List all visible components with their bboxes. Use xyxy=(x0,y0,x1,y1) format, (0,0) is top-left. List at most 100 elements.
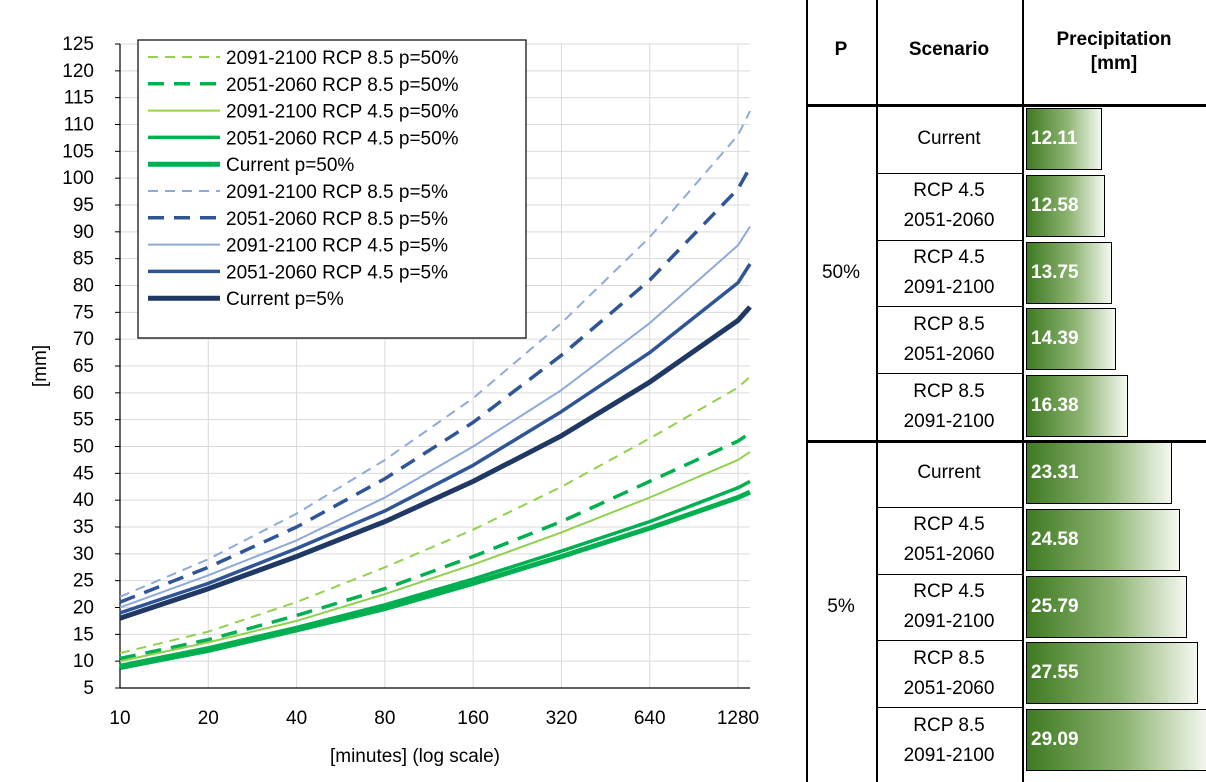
scenario-cell: RCP 4.5 2091-2100 xyxy=(876,240,1022,307)
scenario-text: RCP 8.5 xyxy=(913,380,985,402)
legend-entry: 2051-2060 RCP 8.5 p=5% xyxy=(226,209,448,230)
y-tick-label: 5 xyxy=(83,678,94,699)
p-value: 5% xyxy=(827,596,855,617)
row-separator xyxy=(876,239,1022,241)
y-tick-label: 25 xyxy=(73,571,94,592)
y-tick-label: 75 xyxy=(73,302,94,323)
scenario-text: 2091-2100 xyxy=(903,610,995,632)
scenario-text: 2051-2060 xyxy=(903,677,995,699)
row-separator xyxy=(876,707,1022,709)
row-separator xyxy=(876,373,1022,375)
scenario-text: 2051-2060 xyxy=(903,343,995,365)
precip-bar: 14.39 xyxy=(1026,308,1117,371)
x-axis-label: [minutes] (log scale) xyxy=(330,746,500,767)
scenario-text: RCP 4.5 xyxy=(913,246,985,268)
series-line-3 xyxy=(119,479,751,668)
scenario-text: RCP 8.5 xyxy=(913,313,985,335)
y-tick-label: 70 xyxy=(73,329,94,350)
scenario-cell: RCP 4.5 2091-2100 xyxy=(876,574,1022,641)
legend-entry: 2091-2100 RCP 4.5 p=5% xyxy=(226,236,448,257)
scenario-text: Current xyxy=(917,462,981,484)
table-header-rule xyxy=(806,104,1206,107)
legend-entry: 2051-2060 RCP 4.5 p=5% xyxy=(226,262,448,283)
x-tick-label: 320 xyxy=(546,708,578,729)
precip-bar: 16.38 xyxy=(1026,375,1129,438)
y-tick-label: 50 xyxy=(73,437,94,458)
y-tick-label: 65 xyxy=(73,356,94,377)
x-tick-label: 80 xyxy=(374,708,395,729)
legend-entry: 2091-2100 RCP 8.5 p=5% xyxy=(226,182,448,203)
header-precipitation-part: [mm] xyxy=(1090,53,1138,74)
precip-bar: 23.31 xyxy=(1026,442,1172,504)
precip-bar: 24.58 xyxy=(1026,508,1180,571)
x-tick-label: 20 xyxy=(198,708,219,729)
precip-bar-label: 27.55 xyxy=(1031,662,1079,684)
scenario-text: 2091-2100 xyxy=(903,276,995,298)
scenario-cell: RCP 8.5 2051-2060 xyxy=(876,640,1022,707)
legend-entry: 2051-2060 RCP 8.5 p=50% xyxy=(226,75,459,96)
header-scenario: Scenario xyxy=(908,39,990,60)
row-separator xyxy=(876,573,1022,575)
y-tick-label: 80 xyxy=(73,276,94,297)
y-tick-label: 15 xyxy=(73,624,94,645)
series-line-5 xyxy=(119,110,751,598)
x-tick-label: 1280 xyxy=(717,708,759,729)
y-tick-label: 125 xyxy=(62,34,94,55)
y-tick-label: 115 xyxy=(64,88,94,109)
precip-bar: 12.58 xyxy=(1026,174,1105,237)
legend-entry: 2051-2060 RCP 4.5 p=50% xyxy=(226,128,459,149)
scenario-text: 2051-2060 xyxy=(903,210,995,232)
scenario-cell: RCP 4.5 2051-2060 xyxy=(876,507,1022,574)
scenario-text: RCP 4.5 xyxy=(913,180,985,202)
series-line-9 xyxy=(119,305,752,621)
y-tick-label: 90 xyxy=(73,222,94,243)
scenario-text: Current xyxy=(917,128,981,150)
y-tick-label: 20 xyxy=(73,598,94,619)
legend xyxy=(137,39,527,339)
y-tick-label: 120 xyxy=(62,61,94,82)
precip-bar-label: 13.75 xyxy=(1031,261,1079,283)
y-tick-label: 40 xyxy=(73,490,94,511)
x-tick-label: 40 xyxy=(286,708,307,729)
y-tick-label: 30 xyxy=(73,544,94,565)
scenario-text: 2091-2100 xyxy=(903,410,995,432)
series-line-7 xyxy=(119,225,751,609)
row-separator xyxy=(876,640,1022,642)
y-tick-label: 45 xyxy=(73,463,94,484)
row-separator xyxy=(876,172,1022,174)
y-tick-label: 95 xyxy=(73,195,94,216)
series-line-6 xyxy=(119,166,752,604)
table-left-border xyxy=(806,0,808,782)
scenario-text: 2051-2060 xyxy=(903,544,995,566)
legend-entry: 2091-2100 RCP 4.5 p=50% xyxy=(226,102,459,123)
scenario-text: RCP 8.5 xyxy=(913,647,985,669)
y-tick-label: 105 xyxy=(62,141,94,162)
scenario-cell: Current xyxy=(876,440,1022,507)
x-tick-label: 10 xyxy=(109,708,130,729)
precip-bar: 13.75 xyxy=(1026,241,1113,304)
series-line-1 xyxy=(119,431,751,661)
scenario-cell: Current xyxy=(876,106,1022,173)
y-tick-label: 60 xyxy=(73,383,94,404)
y-tick-label: 100 xyxy=(62,168,94,189)
series-line-8 xyxy=(119,263,752,615)
precip-bar: 27.55 xyxy=(1026,642,1199,705)
precip-bar-label: 12.11 xyxy=(1031,128,1078,149)
scenario-cell: RCP 8.5 2091-2100 xyxy=(876,373,1022,440)
header-precipitation: Precipitation [mm] xyxy=(1022,14,1206,90)
precip-bar-label: 25.79 xyxy=(1031,595,1079,617)
precip-bar-label: 12.58 xyxy=(1031,194,1079,216)
precip-bar: 29.09 xyxy=(1026,709,1206,772)
legend-entry: Current p=5% xyxy=(226,289,344,310)
series-line-0 xyxy=(119,375,751,655)
p-value: 50% xyxy=(821,262,861,283)
scenario-text: RCP 8.5 xyxy=(913,714,985,736)
precip-bar-label: 23.31 xyxy=(1031,462,1079,483)
y-tick-label: 85 xyxy=(73,249,94,270)
scenario-cell: RCP 8.5 2051-2060 xyxy=(876,306,1022,373)
legend-entry: Current p=50% xyxy=(226,155,354,176)
row-separator xyxy=(876,506,1022,508)
precip-bar: 12.11 xyxy=(1026,108,1102,170)
precip-bar-label: 24.58 xyxy=(1031,528,1079,550)
table-col-border xyxy=(876,0,878,782)
